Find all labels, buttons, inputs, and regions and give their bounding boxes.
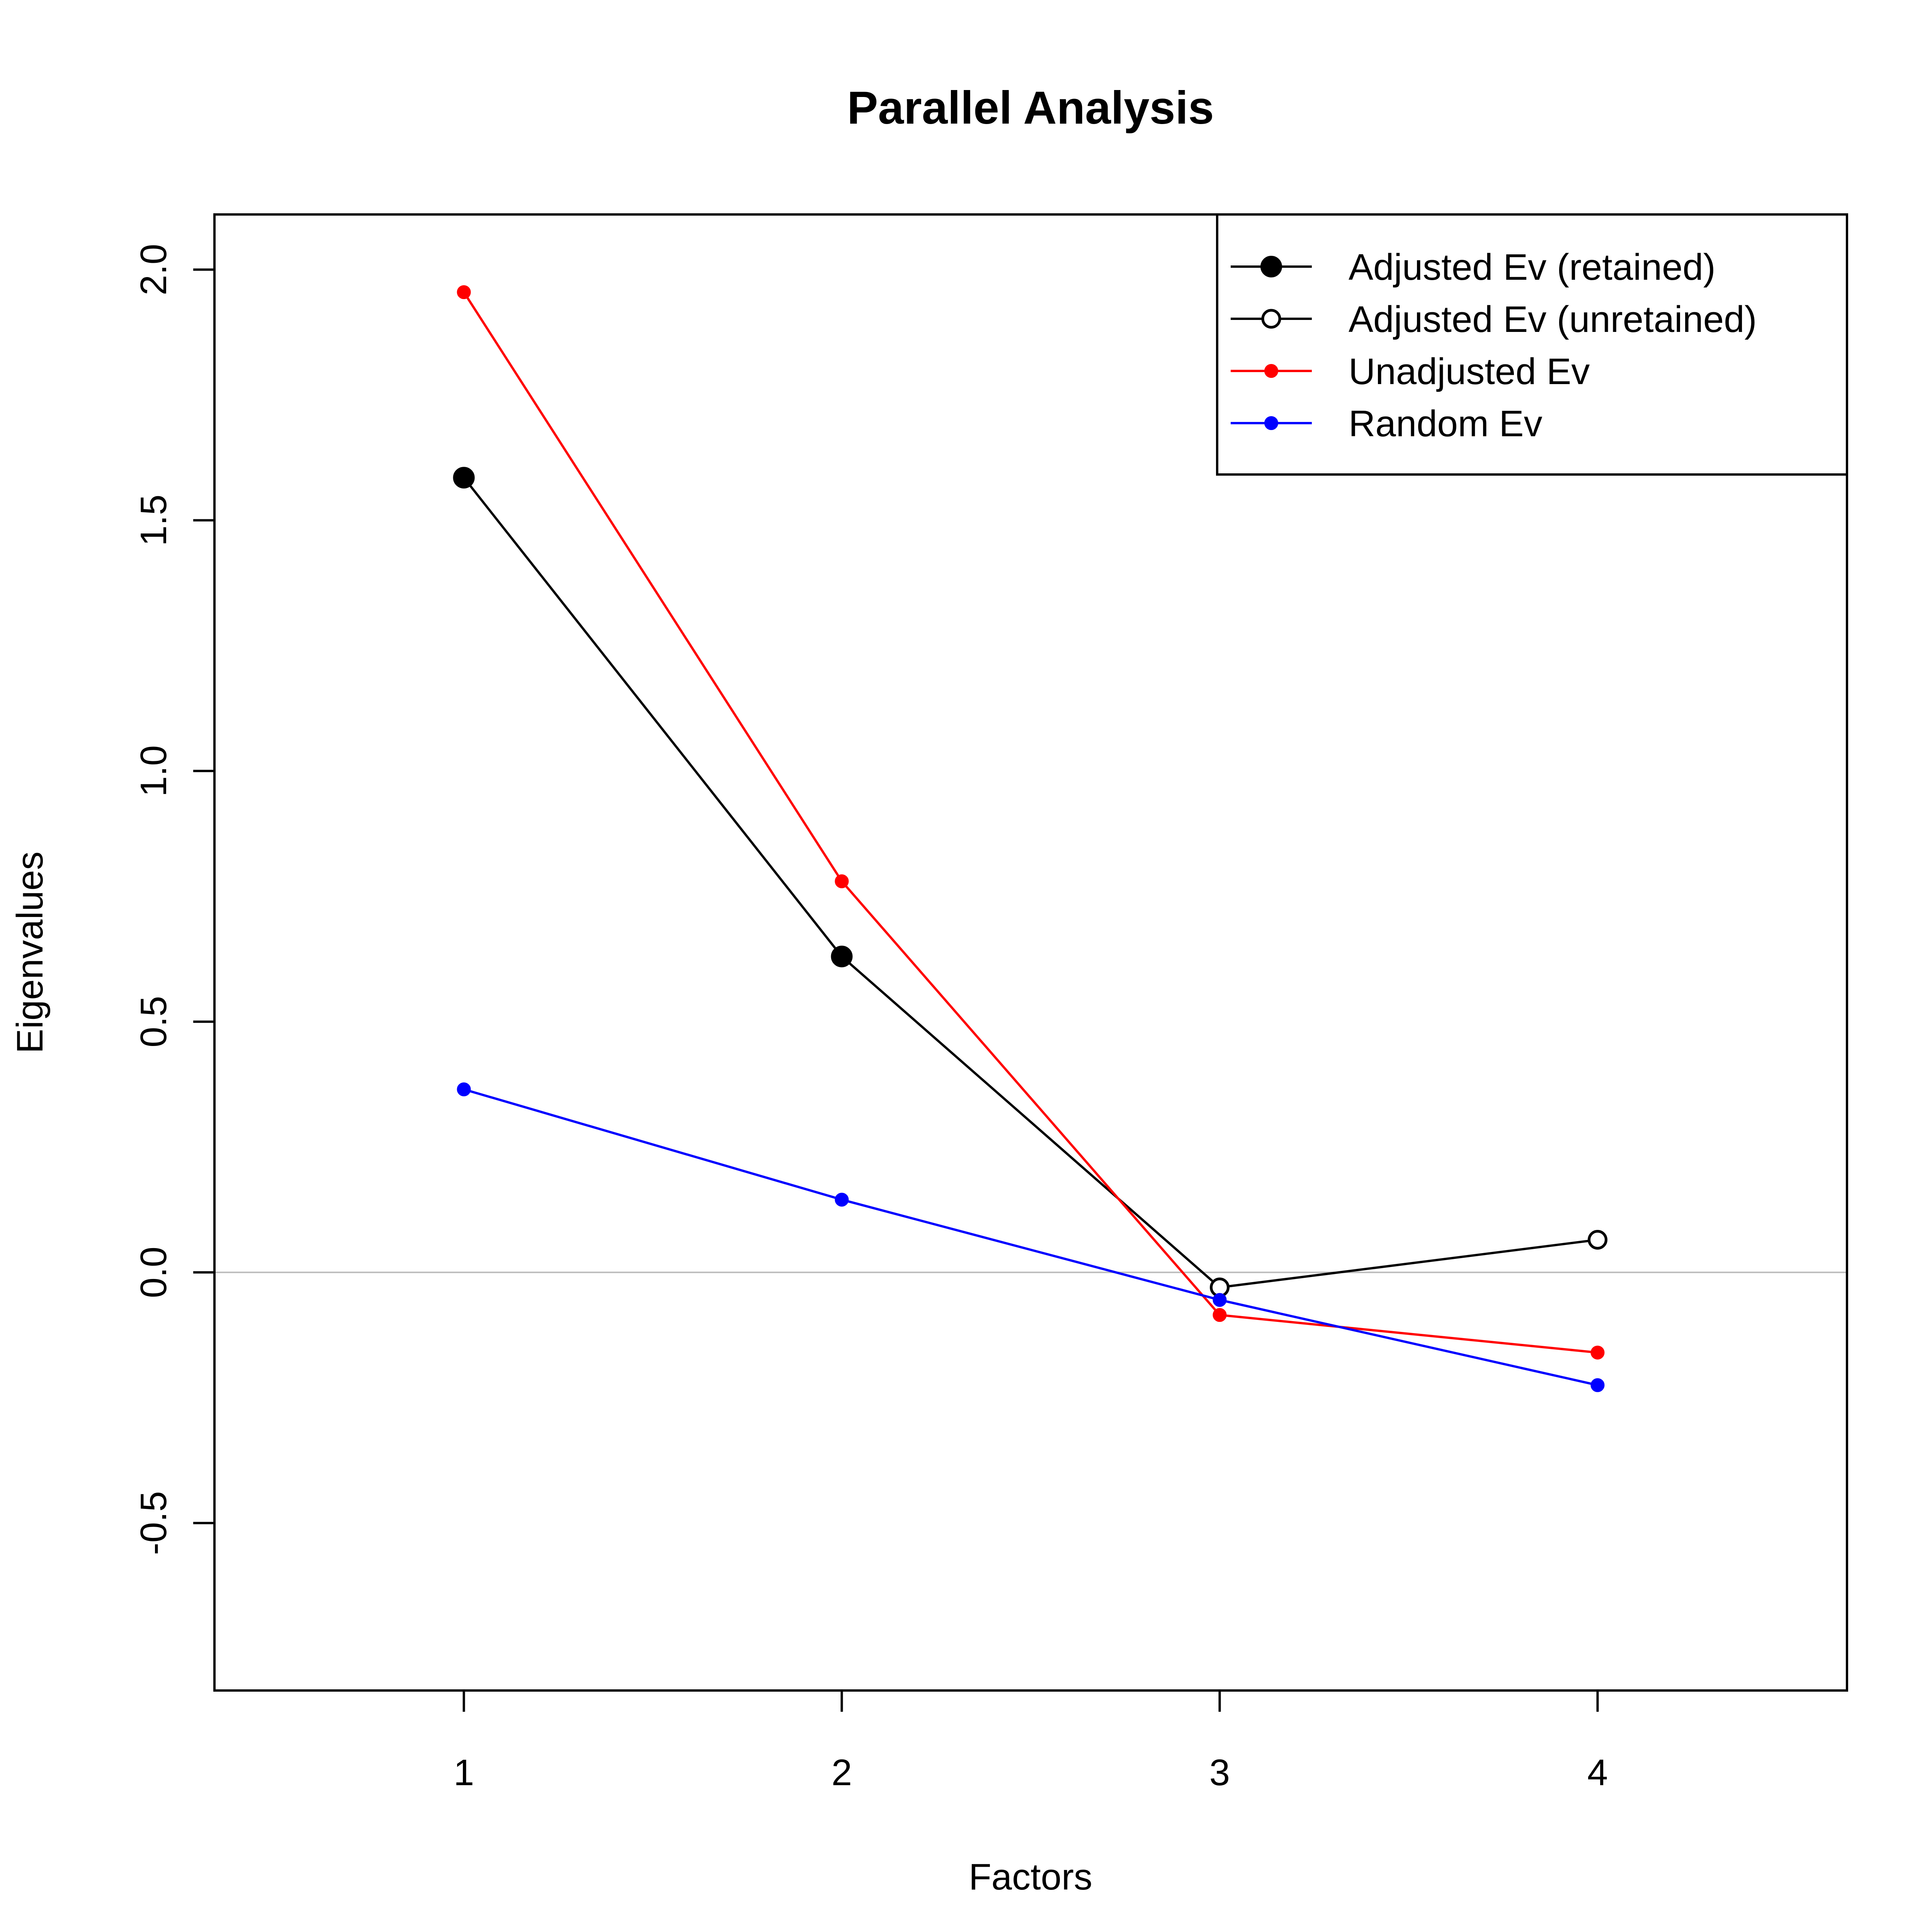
y-tick-label-4: 1.0 [133, 745, 174, 797]
x-tick-label-4: 4 [1587, 1752, 1608, 1793]
legend-label-random-ev: Random Ev [1349, 403, 1543, 444]
unadjusted-ev-point-3 [1213, 1308, 1227, 1322]
adjusted-ev-line [463, 477, 1598, 1289]
legend-label-unadjusted-ev: Unadjusted Ev [1349, 351, 1590, 392]
legend-box [1216, 213, 1848, 476]
chart-title: Parallel Analysis [847, 82, 1214, 134]
unadjusted-ev-point-1 [457, 285, 471, 299]
legend-label-adjusted-ev-retained: Adjusted Ev (retained) [1349, 247, 1716, 288]
legend-marker-unadjusted-ev [1264, 364, 1278, 378]
adjusted-ev-retained-point-1 [453, 467, 475, 489]
y-tick-label-3: 0.5 [133, 996, 174, 1047]
y-tick-label-2: 0.0 [133, 1247, 174, 1298]
plot-area: 1 2 3 4 -0.5 0.0 0.5 1.0 1.5 2.0 [133, 213, 1848, 1793]
y-tick-label-1: -0.5 [133, 1491, 174, 1555]
y-axis-label: Eigenvalues [9, 851, 51, 1053]
legend-label-adjusted-ev-unretained: Adjusted Ev (unretained) [1349, 299, 1757, 340]
y-tick-label-5: 1.5 [133, 495, 174, 546]
y-tick-label-6: 2.0 [133, 244, 174, 295]
unadjusted-ev-point-4 [1590, 1345, 1605, 1360]
legend-marker-random-ev [1264, 416, 1278, 430]
x-tick-label-3: 3 [1209, 1752, 1230, 1793]
x-tick-label-2: 2 [832, 1752, 852, 1793]
plot-border [213, 213, 1848, 1692]
legend-marker-adjusted-ev-unretained [1261, 309, 1281, 329]
random-ev-point-3 [1213, 1293, 1227, 1307]
random-ev-point-4 [1590, 1378, 1605, 1392]
adjusted-ev-retained-point-2 [831, 946, 853, 968]
random-ev-point-1 [457, 1082, 471, 1097]
unadjusted-ev-point-2 [835, 874, 849, 888]
x-axis-label: Factors [969, 1856, 1092, 1898]
random-ev-point-2 [835, 1192, 849, 1207]
adjusted-ev-unretained-point-4 [1588, 1230, 1608, 1250]
x-tick-label-1: 1 [454, 1752, 474, 1793]
unadjusted-ev-line [463, 291, 1598, 1354]
legend-marker-adjusted-ev-retained [1260, 256, 1282, 277]
random-ev-line [463, 1088, 1598, 1386]
legend: Adjusted Ev (retained) Adjusted Ev (unret… [1216, 213, 1848, 476]
